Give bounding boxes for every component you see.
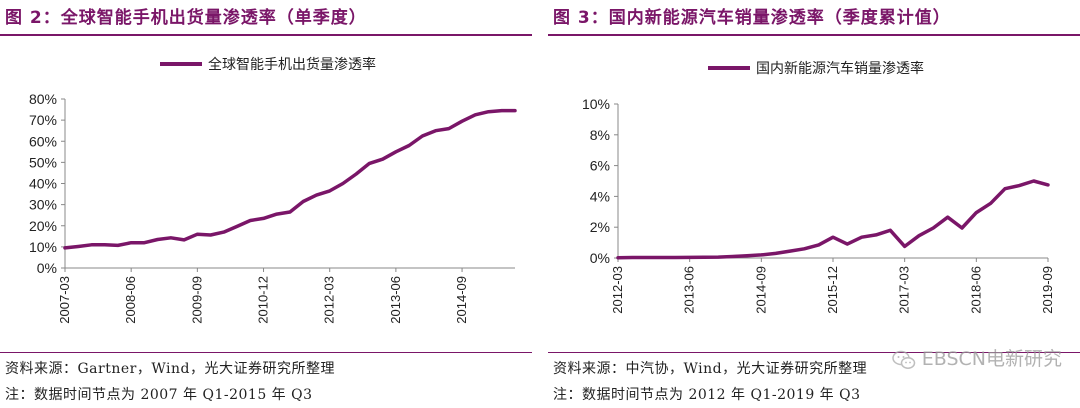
x-tick-label: 2012-03 (610, 266, 625, 314)
series-line (63, 108, 517, 250)
chart-panel-smartphone: 图 2：全球智能手机出货量渗透率（单季度） 0% 10% 20% 30% 40% 50% 6… (0, 0, 532, 408)
y-tick-label: 4% (590, 188, 610, 204)
source-divider (548, 352, 1080, 353)
line-chart-nev-penetration: 0% 2% 4% 6% 8% 10% 2012-03 2013-06 2014-09 2015-1… (582, 60, 1055, 314)
watermark: EBSCN电新研究 (892, 344, 1062, 372)
legend-label: 全球智能手机出货量渗透率 (208, 56, 376, 72)
x-tick-label: 2010-12 (256, 276, 271, 324)
source-note: 资料来源：Gartner，Wind，光大证券研究所整理 (5, 361, 335, 377)
y-tick-label: 8% (590, 127, 610, 143)
y-tick-label: 6% (590, 158, 610, 174)
x-tick-label: 2018-06 (968, 266, 983, 314)
y-tick-label: 0% (37, 260, 57, 276)
y-tick-label: 10% (582, 96, 610, 112)
x-tick-label: 2019-09 (1040, 266, 1055, 314)
x-tick-label: 2014-09 (753, 266, 768, 314)
watermark-text: EBSCN电新研究 (921, 348, 1062, 370)
y-tick-label: 30% (29, 197, 57, 213)
x-tick-label: 2013-06 (388, 276, 403, 324)
x-tick-label: 2012-03 (322, 276, 337, 324)
title-divider (548, 34, 1080, 36)
y-tick-label: 50% (29, 154, 57, 170)
x-tick-label: 2009-09 (189, 276, 204, 324)
source-divider (0, 352, 532, 353)
x-tick-label: 2015-12 (825, 266, 840, 314)
x-tick-label: 2008-06 (123, 276, 138, 324)
figure-title: 图 2：全球智能手机出货量渗透率（单季度） (5, 8, 367, 28)
source-note: 资料来源：中汽协，Wind，光大证券研究所整理 (553, 361, 868, 377)
x-tick-label: 2017-03 (897, 266, 912, 314)
date-note: 注：数据时间节点为 2007 年 Q1-2015 年 Q3 (5, 387, 313, 403)
chart-panel-nev: 图 3：国内新能源汽车销量渗透率（季度累计值） 0% 2% 4% 6% 8% 10% 201… (548, 0, 1080, 408)
y-tick-label: 60% (29, 133, 57, 149)
series-line (616, 179, 1050, 260)
figure-title: 图 3：国内新能源汽车销量渗透率（季度累计值） (553, 8, 951, 28)
y-tick-label: 80% (29, 91, 57, 107)
y-tick-label: 0% (590, 250, 610, 266)
y-tick-label: 20% (29, 218, 57, 234)
title-divider (0, 34, 532, 36)
x-tick-label: 2014-09 (454, 276, 469, 324)
wechat-icon (892, 350, 915, 369)
y-tick-label: 40% (29, 176, 57, 192)
line-chart-smartphone-penetration: 0% 10% 20% 30% 40% 50% 60% 70% 80% 2007-03 2008-06… (29, 56, 517, 324)
legend-label: 国内新能源汽车销量渗透率 (756, 60, 924, 76)
date-note: 注：数据时间节点为 2012 年 Q1-2019 年 Q3 (553, 387, 861, 403)
x-tick-label: 2007-03 (57, 276, 72, 324)
y-tick-label: 10% (29, 239, 57, 255)
y-tick-label: 70% (29, 112, 57, 128)
x-tick-label: 2013-06 (682, 266, 697, 314)
y-tick-label: 2% (590, 219, 610, 235)
